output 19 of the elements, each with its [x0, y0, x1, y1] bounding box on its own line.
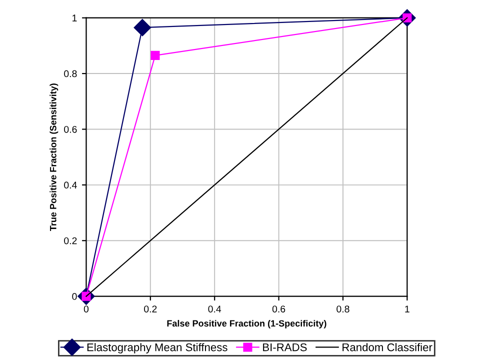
- y-tick-label: 0.2: [64, 237, 77, 244]
- point: [134, 19, 151, 36]
- y-tick-label: 0: [72, 293, 77, 300]
- y-axis-title: True Positive Fraction (Sensitivity): [50, 84, 58, 231]
- legend-label: Random Classifier: [342, 343, 432, 352]
- point: [150, 50, 160, 60]
- x-tick-label: 1: [405, 306, 410, 312]
- y-tick-label: 1: [72, 14, 77, 22]
- y-tick-label: 0.8: [64, 70, 77, 78]
- x-tick-label: 0.8: [336, 306, 350, 312]
- x-tick-label: 0.4: [208, 306, 222, 312]
- x-tick-label: 0.6: [272, 306, 286, 312]
- x-tick-label: 0: [84, 306, 89, 312]
- legend-label: BI-RADS: [263, 343, 307, 352]
- y-tick-label: 0.6: [64, 126, 77, 133]
- x-axis-title: False Positive Fraction (1-Specificity): [167, 320, 326, 328]
- x-tick-label: 0.2: [144, 306, 157, 312]
- y-tick-label: 0.4: [64, 182, 77, 189]
- legend-label: Elastography Mean Stiffness: [87, 343, 228, 354]
